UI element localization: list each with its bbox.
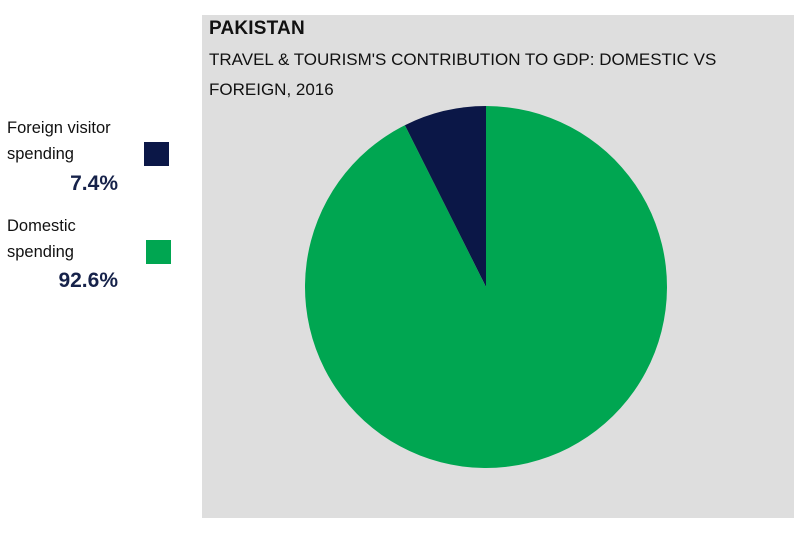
pie-slice-domestic: [305, 106, 667, 468]
legend-label-foreign: Foreign visitor spending: [7, 119, 111, 163]
chart-title: PAKISTAN: [209, 18, 305, 39]
legend-value-foreign: 7.4%: [70, 172, 118, 195]
pie-slice-foreign: [404, 106, 486, 287]
legend-value-domestic: 92.6%: [58, 269, 118, 292]
pie-chart: [305, 106, 667, 468]
chart-subtitle: TRAVEL & TOURISM'S CONTRIBUTION TO GDP: …: [209, 50, 717, 99]
legend-label-domestic: Domestic spending: [7, 217, 76, 261]
legend-swatch-foreign: [144, 142, 169, 166]
legend-swatch-domestic: [146, 240, 171, 264]
